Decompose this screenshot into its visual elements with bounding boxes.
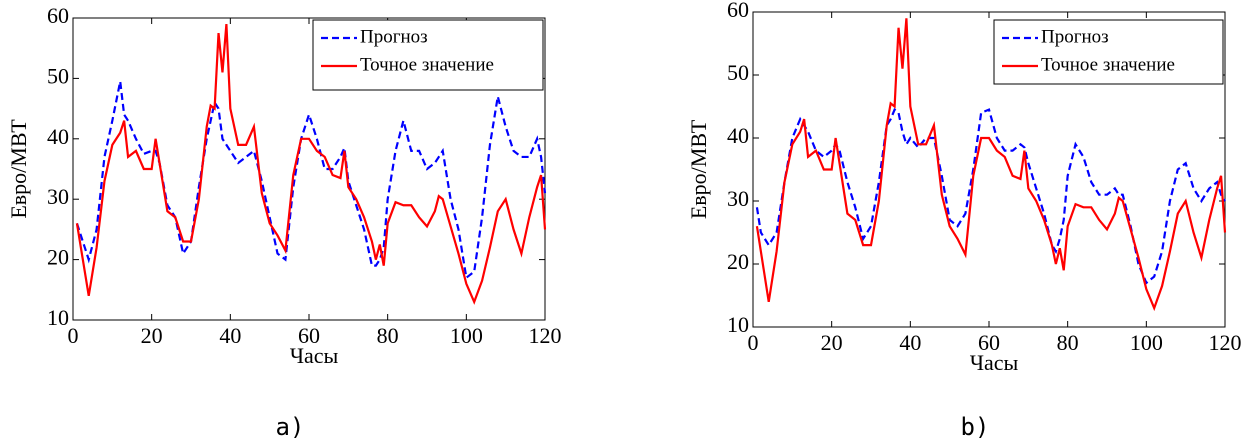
- x-tick-label: 120: [1209, 330, 1242, 355]
- legend-label: Прогноз: [1041, 26, 1109, 47]
- y-tick-label: 60: [727, 0, 749, 22]
- x-tick-label: 60: [298, 323, 320, 348]
- y-tick-label: 10: [727, 312, 749, 337]
- y-tick-label: 20: [727, 249, 749, 274]
- y-axis-label: Евро/МВТ: [686, 119, 711, 219]
- series-line: [75, 23, 547, 305]
- chart: 10 20 30 40 50 60 0 20 40 60 80 100 120 Часы Евро/МВТ b…: [686, 0, 1241, 441]
- x-axis-label: Часы: [290, 343, 339, 368]
- y-tick-label: 10: [47, 305, 69, 330]
- y-tick-label: 40: [727, 123, 749, 148]
- y-tick-label: 60: [47, 3, 69, 28]
- series-line: [75, 81, 547, 280]
- y-tick-label: 50: [727, 60, 749, 85]
- x-tick-label: 100: [450, 323, 483, 348]
- x-tick-label: 60: [978, 330, 1000, 355]
- legend-box: [993, 19, 1224, 85]
- chart: 10 20 30 40 50 60 0 20 40 60 80 100 120 Часы Евро/МВТ a…: [6, 3, 561, 441]
- caption: a): [276, 413, 305, 441]
- legend-label: Точное значение: [360, 54, 494, 75]
- x-tick-label: 0: [68, 323, 79, 348]
- x-tick-label: 0: [748, 330, 759, 355]
- x-tick-label: 20: [141, 323, 163, 348]
- x-tick-label: 120: [529, 323, 562, 348]
- x-axis-label: Часы: [970, 350, 1019, 375]
- y-tick-label: 50: [47, 63, 69, 88]
- legend-box: [312, 19, 544, 91]
- caption: b): [961, 413, 990, 441]
- y-tick-label: 30: [47, 184, 69, 209]
- x-tick-label: 80: [1057, 330, 1079, 355]
- x-tick-label: 40: [899, 330, 921, 355]
- y-tick-label: 20: [47, 245, 69, 270]
- x-tick-label: 100: [1130, 330, 1163, 355]
- series-line: [755, 107, 1226, 285]
- series-line: [755, 18, 1227, 312]
- x-tick-label: 40: [219, 323, 241, 348]
- x-tick-label: 80: [377, 323, 399, 348]
- y-tick-label: 30: [727, 186, 749, 211]
- legend-label: Точное значение: [1041, 54, 1175, 75]
- legend-label: Прогноз: [360, 26, 428, 47]
- x-tick-label: 20: [821, 330, 843, 355]
- y-tick-label: 40: [47, 124, 69, 149]
- y-axis-label: Евро/МВТ: [6, 119, 31, 219]
